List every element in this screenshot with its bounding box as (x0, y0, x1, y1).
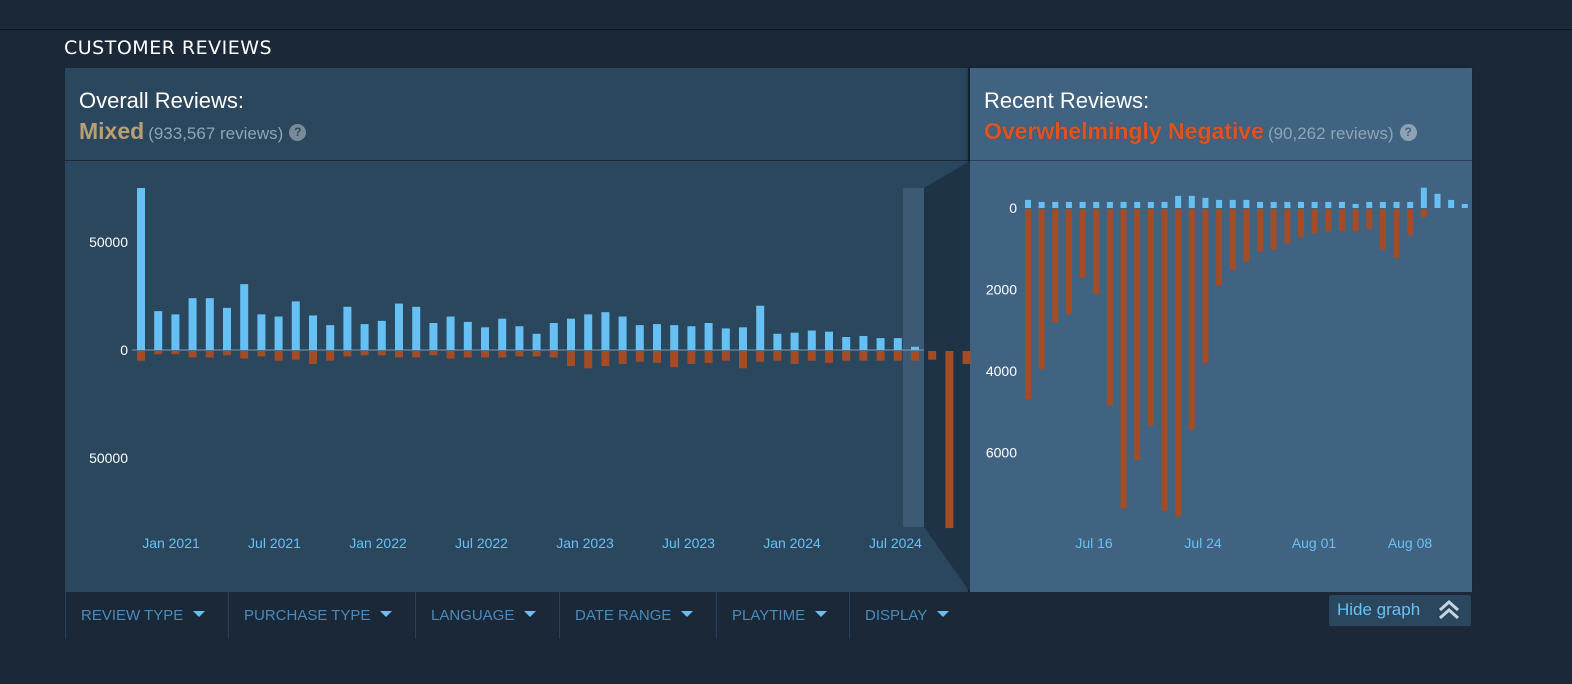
overall-summary[interactable]: Mixed (79, 118, 145, 144)
recent-reviews-title: Recent Reviews: (984, 88, 1150, 113)
section-title: CUSTOMER REVIEWS (64, 37, 273, 59)
dropdown-arrow-icon (681, 611, 694, 617)
hide-graph-label: Hide graph (1337, 600, 1421, 619)
overall-summary-row: Mixed (933,567 reviews)? (79, 118, 307, 145)
dropdown-arrow-icon (937, 611, 950, 617)
filter-label: REVIEW TYPE (81, 607, 184, 624)
recent-summary-row: Overwhelmingly Negative (90,262 reviews)? (984, 118, 1417, 145)
filter-label: PLAYTIME (732, 607, 806, 624)
recent-reviews-panel: Recent Reviews: Overwhelmingly Negative(… (970, 68, 1472, 592)
help-icon[interactable]: ? (289, 124, 307, 141)
filter-label: DATE RANGE (575, 607, 672, 624)
recent-summary[interactable]: Overwhelmingly Negative (984, 118, 1264, 144)
overall-reviews-title: Overall Reviews: (79, 88, 245, 113)
filter-review-type[interactable]: REVIEW TYPE (65, 592, 228, 639)
filter-purchase-type[interactable]: PURCHASE TYPE (228, 592, 415, 639)
overall-reviews-header: Overall Reviews: Mixed (933,567 reviews)? (65, 68, 968, 161)
overall-review-count: (933,567 reviews) (148, 124, 284, 143)
dropdown-arrow-icon (380, 611, 393, 617)
recent-reviews-header: Recent Reviews: Overwhelmingly Negative(… (970, 68, 1472, 161)
filter-date-range[interactable]: DATE RANGE (559, 592, 716, 639)
dropdown-arrow-icon (524, 611, 537, 617)
dropdown-arrow-icon (193, 611, 206, 617)
top-bar (0, 0, 1572, 30)
overall-reviews-panel: Overall Reviews: Mixed (933,567 reviews)? (65, 68, 968, 592)
filter-label: PURCHASE TYPE (244, 607, 371, 624)
double-chevron-up-icon (1439, 600, 1459, 620)
filter-display[interactable]: DISPLAY (849, 592, 979, 639)
filter-playtime[interactable]: PLAYTIME (716, 592, 849, 639)
filter-label: LANGUAGE (431, 607, 515, 624)
recent-review-count: (90,262 reviews) (1267, 124, 1394, 143)
filters-bar: REVIEW TYPE PURCHASE TYPE LANGUAGE DATE … (65, 592, 1472, 639)
dropdown-arrow-icon (815, 611, 828, 617)
hide-graph-button[interactable]: Hide graph (1329, 595, 1471, 626)
filter-label: DISPLAY (865, 607, 928, 624)
filter-language[interactable]: LANGUAGE (415, 592, 559, 639)
help-icon[interactable]: ? (1399, 124, 1417, 141)
